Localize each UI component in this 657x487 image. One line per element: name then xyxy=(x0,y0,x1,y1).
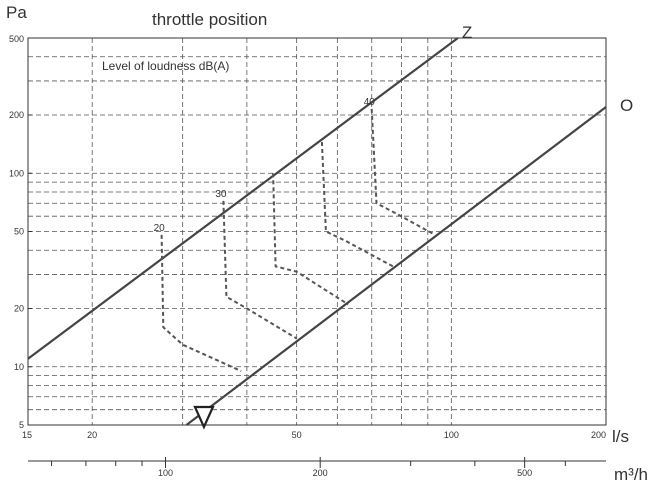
secondary-x-axis: 100 200 500 xyxy=(28,457,606,478)
chart-title: throttle position xyxy=(152,10,267,29)
x-tick-label: 200 xyxy=(591,430,606,440)
y-tick-label: 100 xyxy=(9,168,24,178)
loudness-annotation: Level of loudness dB(A) xyxy=(102,59,229,73)
secondary-tick-label: 500 xyxy=(517,468,532,478)
secondary-x-axis-label: m³/h xyxy=(614,465,648,484)
grid xyxy=(28,38,606,425)
x-tick-label: 100 xyxy=(444,430,459,440)
loudness-curve xyxy=(272,173,349,306)
y-tick-label: 500 xyxy=(9,34,24,44)
series-label: 20 xyxy=(154,223,166,234)
loudness-curve xyxy=(222,200,298,340)
series-labels: Z O 20 30 40 xyxy=(154,23,634,234)
x-axis-label: l/s xyxy=(612,427,629,446)
y-axis-label: Pa xyxy=(6,3,27,22)
series-layer xyxy=(27,37,607,430)
y-tick-label: 5 xyxy=(19,420,24,430)
y-tick-label: 50 xyxy=(14,227,24,237)
series-label: 40 xyxy=(364,97,376,108)
x-tick-label: 20 xyxy=(87,430,97,440)
loudness-curve xyxy=(370,108,436,236)
y-tick-label: 200 xyxy=(9,110,24,120)
y-tick-label: 20 xyxy=(14,304,24,314)
secondary-tick-label: 200 xyxy=(313,468,328,478)
loudness-curve xyxy=(320,141,394,268)
secondary-tick-label: 100 xyxy=(158,468,173,478)
triangle-down-marker xyxy=(193,405,215,430)
loudness-curve xyxy=(160,234,242,373)
series-label: O xyxy=(620,96,633,115)
throttle-line xyxy=(185,106,607,426)
series-label: Z xyxy=(462,23,472,42)
tick-labels: 15 20 50 100 200 5 10 20 50 100 200 500 xyxy=(9,34,606,440)
throttle-line xyxy=(27,37,459,360)
x-tick-label: 15 xyxy=(22,430,32,440)
y-tick-label: 10 xyxy=(14,362,24,372)
series-label: 30 xyxy=(215,189,227,200)
x-tick-label: 50 xyxy=(292,430,302,440)
